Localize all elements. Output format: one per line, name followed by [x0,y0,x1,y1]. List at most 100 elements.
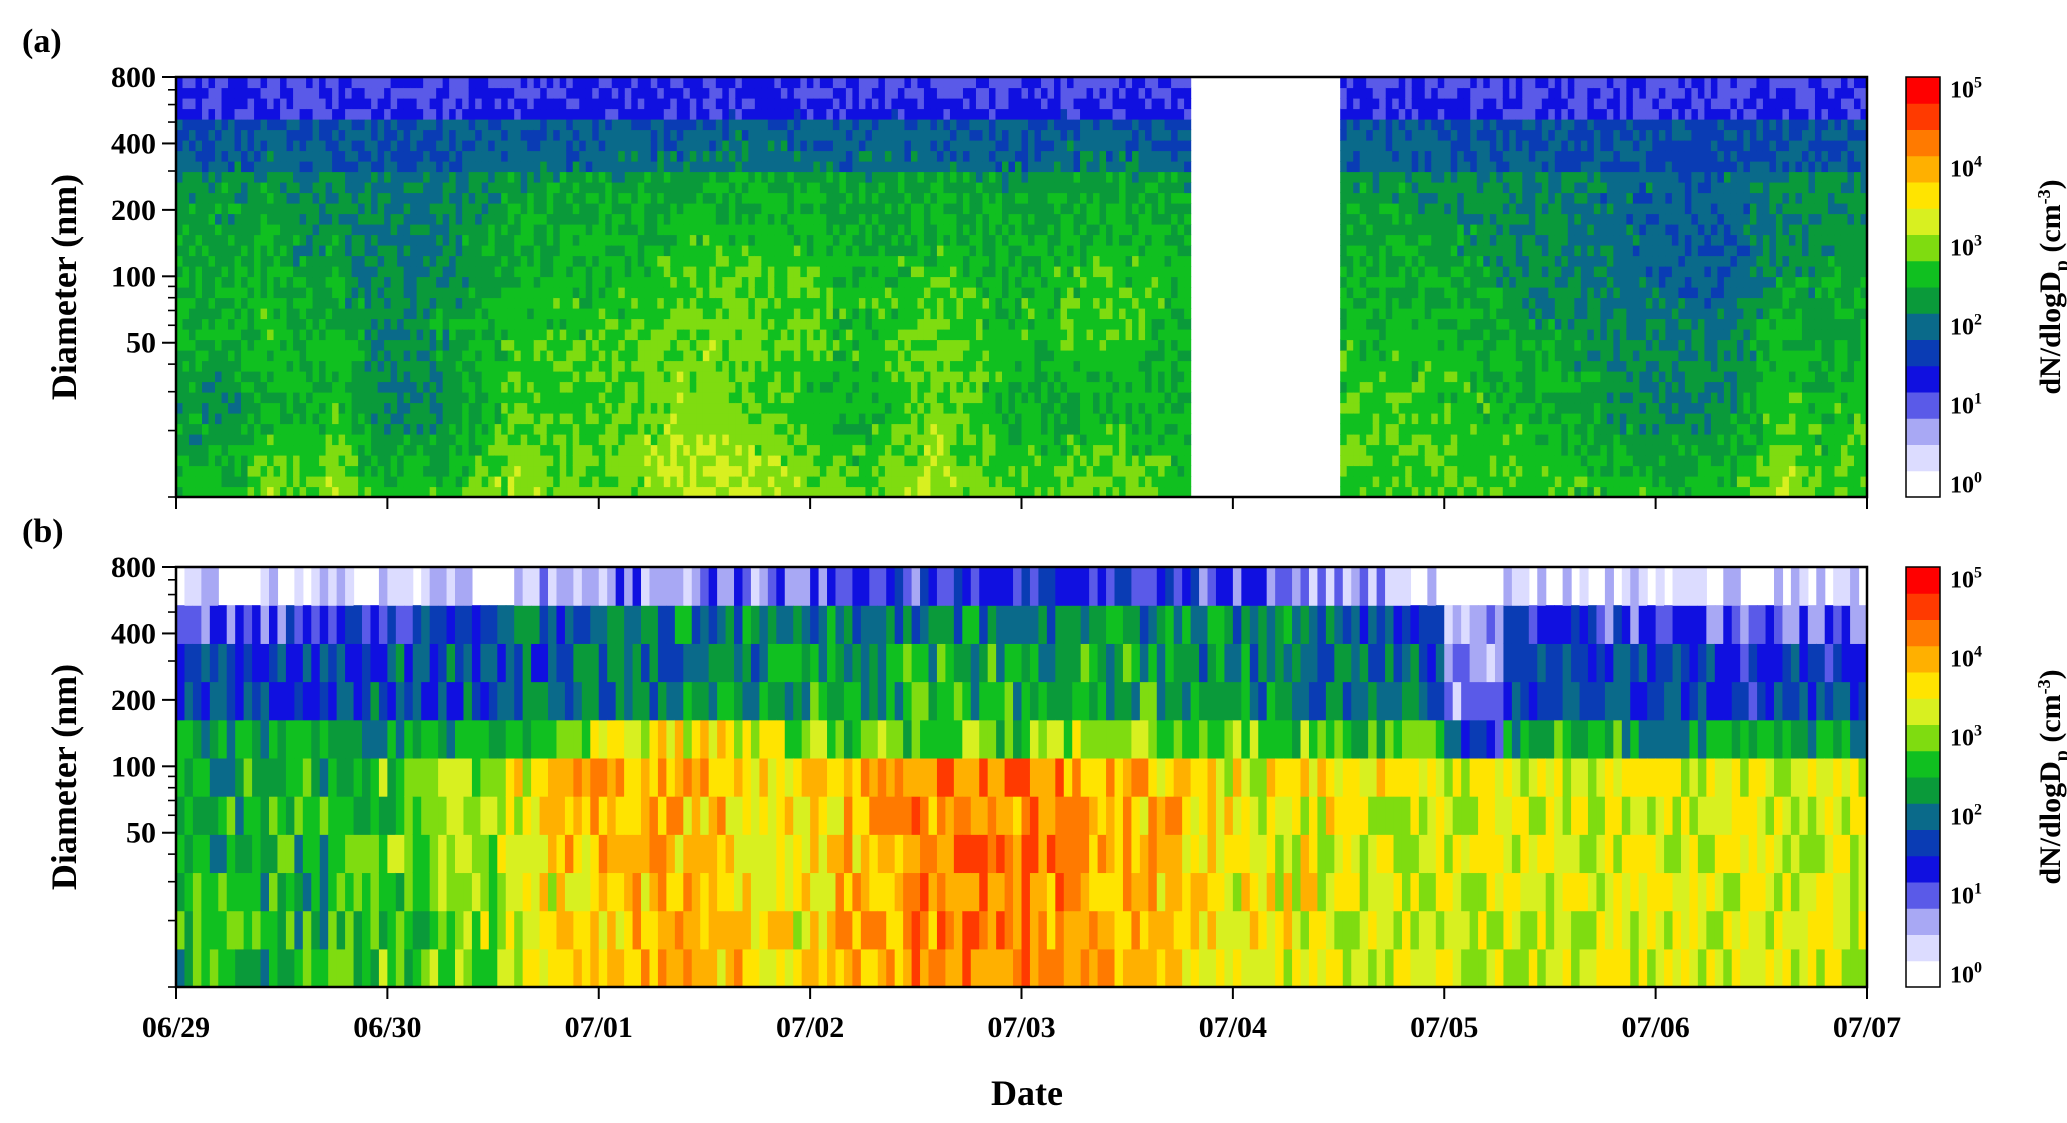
heatmap-cell [221,350,229,362]
heatmap-cell [527,402,535,414]
heatmap-cell [462,182,470,194]
heatmap-cell [332,423,340,435]
heatmap-cell [761,213,769,225]
heatmap-cell [754,213,762,225]
heatmap-cell [520,329,528,341]
heatmap-cell [943,371,951,383]
heatmap-cell [871,140,880,152]
heatmap-cell [826,465,834,477]
heatmap-cell [449,308,457,320]
heatmap-cell [767,245,775,257]
heatmap-cell [280,465,288,477]
heatmap-cell [247,276,255,288]
heatmap-cell [598,192,606,204]
heatmap-cell [709,413,717,425]
heatmap-cell [221,98,229,110]
heatmap-cell [943,476,951,488]
heatmap-cell [949,318,958,330]
heatmap-cell [332,224,340,236]
heatmap-cell [306,245,314,257]
heatmap-cell [670,297,678,309]
heatmap-cell [754,455,762,467]
heatmap-cell [364,192,372,204]
heatmap-cell [741,224,749,236]
heatmap-cell [618,455,626,467]
heatmap-cell [384,98,392,110]
heatmap-cell [410,402,418,414]
heatmap-cell [644,413,652,425]
heatmap-cell [182,245,190,257]
heatmap-cell [546,465,554,477]
heatmap-cell [358,318,366,330]
heatmap-cell [676,119,684,131]
heatmap-cell [247,287,255,299]
heatmap-cell [702,119,710,131]
heatmap-cell [260,161,268,173]
heatmap-cell [546,444,554,456]
heatmap-cell [904,413,912,425]
heatmap-cell [553,360,561,372]
heatmap-cell [832,392,840,404]
heatmap-cell [494,234,502,246]
heatmap-cell [592,339,600,351]
heatmap-cell [657,465,665,477]
heatmap-cell [741,297,749,309]
heatmap-cell [891,360,899,372]
heatmap-cell [533,486,541,498]
heatmap-cell [514,171,522,183]
heatmap-cell [910,350,919,362]
heatmap-cell [364,224,372,236]
heatmap-cell [403,234,411,246]
heatmap-cell [572,119,580,131]
heatmap-cell [631,276,639,288]
heatmap-cell [897,182,906,194]
heatmap-cell [397,203,405,215]
heatmap-cell [449,192,457,204]
heatmap-cell [312,413,320,425]
heatmap-cell [351,402,359,414]
heatmap-cell [358,276,366,288]
heatmap-cell [410,486,418,498]
heatmap-cell [442,150,450,162]
heatmap-cell [384,203,392,215]
heatmap-cell [709,360,717,372]
heatmap-cell [182,455,190,467]
heatmap-cell [891,308,899,320]
heatmap-cell [221,77,229,89]
heatmap-cell [481,308,489,320]
heatmap-cell [884,77,893,89]
heatmap-cell [728,486,736,498]
heatmap-cell [741,476,749,488]
heatmap-cell [806,423,814,435]
heatmap-cell [689,381,697,393]
heatmap-cell [455,381,463,393]
heatmap-cell [644,266,652,278]
heatmap-cell [624,77,632,89]
heatmap-cell [358,192,366,204]
heatmap-cell [910,108,919,120]
heatmap-cell [390,308,398,320]
heatmap-cell [806,339,814,351]
heatmap-cell [358,87,366,99]
heatmap-cell [650,161,658,173]
heatmap-cell [403,192,411,204]
heatmap-cell [416,182,424,194]
heatmap-cell [930,87,938,99]
heatmap-cell [553,371,561,383]
heatmap-cell [494,465,502,477]
heatmap-cell [559,266,567,278]
heatmap-cell [722,213,730,225]
heatmap-cell [273,339,281,351]
heatmap-cell [260,392,268,404]
heatmap-cell [819,182,827,194]
heatmap-cell [845,87,853,99]
heatmap-cell [891,455,899,467]
heatmap-cell [702,486,710,498]
heatmap-cell [410,413,418,425]
heatmap-cell [481,119,489,131]
heatmap-cell [377,444,385,456]
heatmap-cell [462,381,470,393]
heatmap-cell [917,297,925,309]
heatmap-cell [247,486,255,498]
heatmap-cell [774,287,782,299]
